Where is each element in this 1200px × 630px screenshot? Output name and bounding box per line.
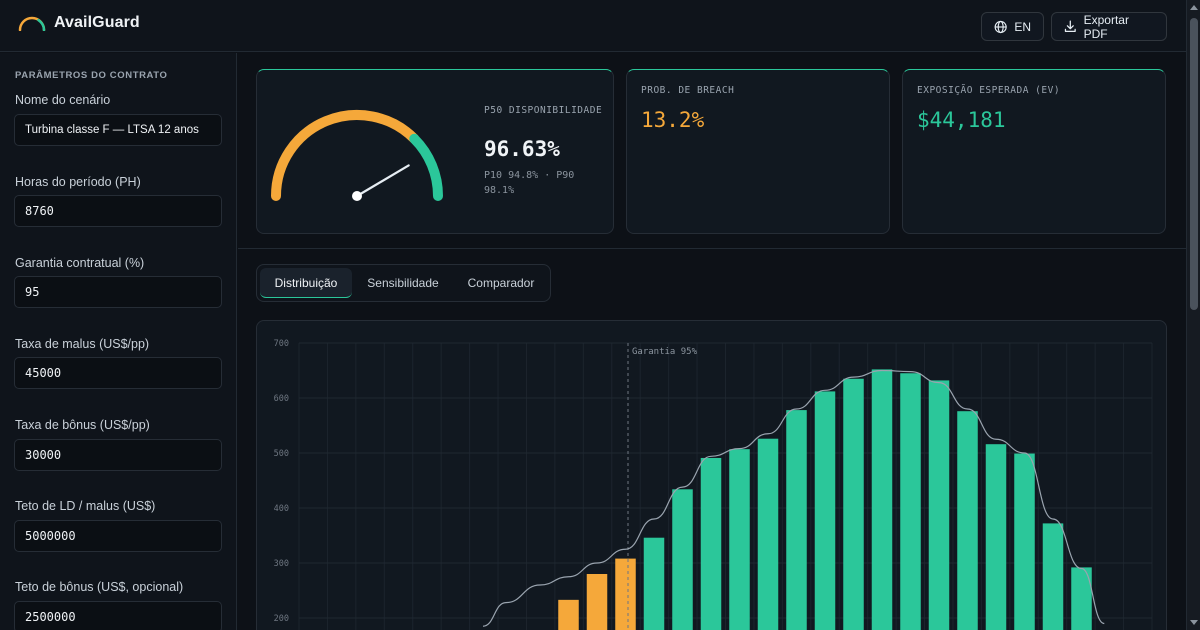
histogram-bar-breach[interactable]	[558, 599, 579, 630]
logo: AvailGuard	[18, 14, 140, 32]
bonus-cap-input[interactable]: 2500000	[14, 601, 222, 630]
bonus-rate-input[interactable]: 30000	[14, 439, 222, 471]
language-button[interactable]: EN	[981, 12, 1044, 41]
app-name: AvailGuard	[54, 14, 140, 31]
histogram-bar[interactable]	[900, 373, 921, 630]
guarantee-annotation: Garantia 95%	[632, 347, 698, 357]
p50-availability-card: P50 DISPONIBILIDADE 96.63% P10 94.8% · P…	[256, 69, 614, 234]
malus-rate-label: Taxa de malus (US$/pp)	[15, 337, 150, 351]
histogram-bar-breach[interactable]	[615, 558, 636, 630]
gauge-hub	[352, 191, 362, 201]
gauge-safe-arc	[409, 133, 443, 201]
histogram-bar[interactable]	[700, 457, 722, 630]
density-curve	[482, 369, 1105, 627]
guarantee-input[interactable]: 95	[14, 276, 222, 308]
language-label: EN	[1014, 19, 1031, 34]
scroll-thumb[interactable]	[1190, 18, 1198, 310]
malus-rate-input[interactable]: 45000	[14, 357, 222, 389]
tab-comparator[interactable]: Comparador	[467, 276, 535, 290]
histogram-bars	[558, 369, 1092, 630]
availability-gauge	[271, 110, 443, 201]
y-tick-label: 300	[274, 559, 289, 569]
gauge-warning-arc	[271, 110, 420, 201]
histogram-bar[interactable]	[957, 411, 978, 630]
ev-value: $44,181	[917, 108, 1006, 132]
top-header: AvailGuard EN Exportar PDF	[0, 0, 1186, 52]
histogram-bar[interactable]	[814, 391, 836, 630]
scenario-name-label: Nome do cenário	[15, 93, 111, 107]
period-hours-input[interactable]: 8760	[14, 195, 222, 227]
export-pdf-label: Exportar PDF	[1083, 12, 1129, 41]
tab-sensitivity[interactable]: Sensibilidade	[367, 276, 439, 290]
bonus-cap-label: Teto de bônus (US$, opcional)	[15, 580, 184, 594]
y-tick-label: 500	[274, 449, 289, 459]
y-tick-label: 600	[274, 394, 289, 404]
y-tick-label: 200	[274, 614, 289, 624]
histogram-bar[interactable]	[871, 369, 893, 630]
period-hours-label: Horas do período (PH)	[15, 175, 141, 189]
scenario-name-input[interactable]: Turbina classe F — LTSA 12 anos	[14, 114, 222, 146]
histogram-bar[interactable]	[672, 489, 693, 630]
view-tabs: Distribuição Sensibilidade Comparador	[256, 264, 551, 302]
y-tick-label: 400	[274, 504, 289, 514]
arc-logo-icon	[18, 16, 46, 31]
histogram-bar[interactable]	[757, 438, 779, 630]
ld-cap-input[interactable]: 5000000	[14, 520, 222, 552]
histogram-bar[interactable]	[643, 537, 665, 630]
section-divider	[238, 248, 1186, 249]
histogram-bar[interactable]	[985, 444, 1007, 630]
ld-cap-label: Teto de LD / malus (US$)	[15, 499, 156, 513]
y-tick-label: 700	[274, 339, 289, 349]
chart-grid	[298, 343, 1153, 630]
histogram-bar-breach[interactable]	[586, 574, 608, 630]
breach-probability-card: PROB. DE BREACH 13.2%	[626, 69, 890, 234]
sidebar-title: PARÂMETROS DO CONTRATO	[15, 70, 168, 81]
histogram-bar[interactable]	[928, 380, 950, 630]
expected-exposure-card: EXPOSIÇÃO ESPERADA (EV) $44,181	[902, 69, 1166, 234]
histogram-bar[interactable]	[1014, 453, 1035, 630]
bonus-rate-label: Taxa de bônus (US$/pp)	[15, 418, 150, 432]
p50-value: 96.63%	[484, 137, 560, 161]
breach-value: 13.2%	[641, 108, 705, 132]
histogram-bar[interactable]	[729, 449, 750, 630]
guarantee-label: Garantia contratual (%)	[15, 256, 145, 270]
scroll-up-arrow-icon[interactable]	[1190, 5, 1198, 10]
download-icon	[1064, 20, 1076, 32]
histogram-bar[interactable]	[1042, 523, 1064, 630]
ev-label: EXPOSIÇÃO ESPERADA (EV)	[917, 85, 1061, 96]
parameters-sidebar: PARÂMETROS DO CONTRATO Nome do cenário T…	[0, 53, 237, 630]
gauge-needle	[355, 164, 410, 198]
page-scrollbar[interactable]	[1186, 0, 1200, 630]
histogram-bar[interactable]	[843, 378, 864, 630]
p50-label: P50 DISPONIBILIDADE	[484, 105, 603, 116]
histogram-bar[interactable]	[786, 410, 807, 630]
distribution-chart: 200 300 400 500 600 700 Garantia 95%	[274, 339, 1153, 630]
breach-label: PROB. DE BREACH	[641, 85, 735, 96]
distribution-chart-card: 200 300 400 500 600 700 Garantia 95%	[256, 320, 1167, 630]
p10-p90-range: P10 94.8% · P90 98.1%	[484, 170, 575, 196]
scroll-down-arrow-icon[interactable]	[1190, 620, 1198, 625]
export-pdf-button[interactable]: Exportar PDF	[1051, 12, 1167, 41]
tab-distribution[interactable]: Distribuição	[260, 268, 352, 298]
histogram-bar[interactable]	[1071, 567, 1092, 630]
globe-icon	[994, 20, 1007, 33]
